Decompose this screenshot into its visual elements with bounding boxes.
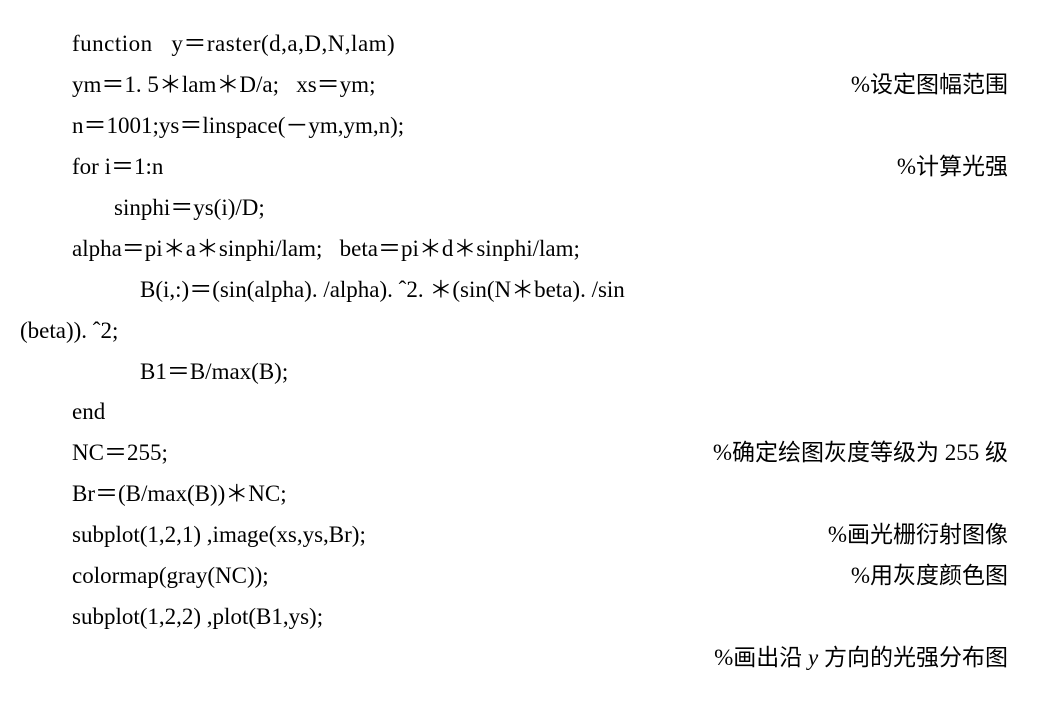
code-text: B(i,:)＝(sin(alpha). /alpha). ˆ2. ＊(sin(N… — [140, 270, 625, 311]
code-line-15: %画出沿 y 方向的光强分布图 — [20, 638, 1026, 679]
code-text: sinphi＝ys(i)/D; — [114, 188, 265, 229]
code-text: NC＝255; — [72, 433, 168, 474]
code-line-3: n＝1001;ys＝linspace(－ym,ym,n); — [20, 106, 1026, 147]
code-text: end — [72, 392, 105, 433]
code-line-14: subplot(1,2,2) ,plot(B1,ys); — [20, 597, 1026, 638]
comment-post: 方向的光强分布图 — [818, 645, 1008, 670]
code-line-4: for i＝1:n %计算光强 — [20, 147, 1026, 188]
code-text: Br＝(B/max(B))＊NC; — [72, 474, 287, 515]
code-text: for i＝1:n — [72, 147, 163, 188]
code-line-9: end — [20, 392, 1026, 433]
comment-pre: %画出沿 — [714, 645, 808, 670]
code-text: (beta)). ˆ2; — [20, 311, 118, 352]
comment-text: %画出沿 y 方向的光强分布图 — [714, 638, 1026, 679]
variable-y: y — [808, 645, 818, 670]
code-text: alpha＝pi＊a＊sinphi/lam; beta＝pi＊d＊sinphi/… — [72, 229, 580, 270]
comment-text: %设定图幅范围 — [851, 65, 1026, 106]
code-text: colormap(gray(NC)); — [72, 556, 269, 597]
code-text: B1＝B/max(B); — [140, 352, 288, 393]
code-text: subplot(1,2,2) ,plot(B1,ys); — [72, 597, 323, 638]
code-text: ym＝1. 5＊lam＊D/a; xs＝ym; — [72, 65, 375, 106]
code-line-5: sinphi＝ys(i)/D; — [20, 188, 1026, 229]
comment-text: %用灰度颜色图 — [851, 556, 1026, 597]
code-text: function y＝raster(d,a,D,N,lam) — [72, 24, 395, 65]
comment-text: %计算光强 — [897, 147, 1026, 188]
code-text: n＝1001;ys＝linspace(－ym,ym,n); — [72, 106, 404, 147]
code-line-7b: (beta)). ˆ2; — [20, 311, 1026, 352]
code-line-10: NC＝255; %确定绘图灰度等级为 255 级 — [20, 433, 1026, 474]
code-line-12: subplot(1,2,1) ,image(xs,ys,Br); %画光栅衍射图… — [20, 515, 1026, 556]
code-line-11: Br＝(B/max(B))＊NC; — [20, 474, 1026, 515]
comment-text: %确定绘图灰度等级为 255 级 — [713, 433, 1026, 474]
code-line-7a: B(i,:)＝(sin(alpha). /alpha). ˆ2. ＊(sin(N… — [20, 270, 1026, 311]
code-line-13: colormap(gray(NC)); %用灰度颜色图 — [20, 556, 1026, 597]
code-line-6: alpha＝pi＊a＊sinphi/lam; beta＝pi＊d＊sinphi/… — [20, 229, 1026, 270]
code-line-8: B1＝B/max(B); — [20, 352, 1026, 393]
code-text: subplot(1,2,1) ,image(xs,ys,Br); — [72, 515, 366, 556]
code-line-2: ym＝1. 5＊lam＊D/a; xs＝ym; %设定图幅范围 — [20, 65, 1026, 106]
comment-text: %画光栅衍射图像 — [828, 515, 1026, 556]
code-line-1: function y＝raster(d,a,D,N,lam) — [20, 24, 1026, 65]
